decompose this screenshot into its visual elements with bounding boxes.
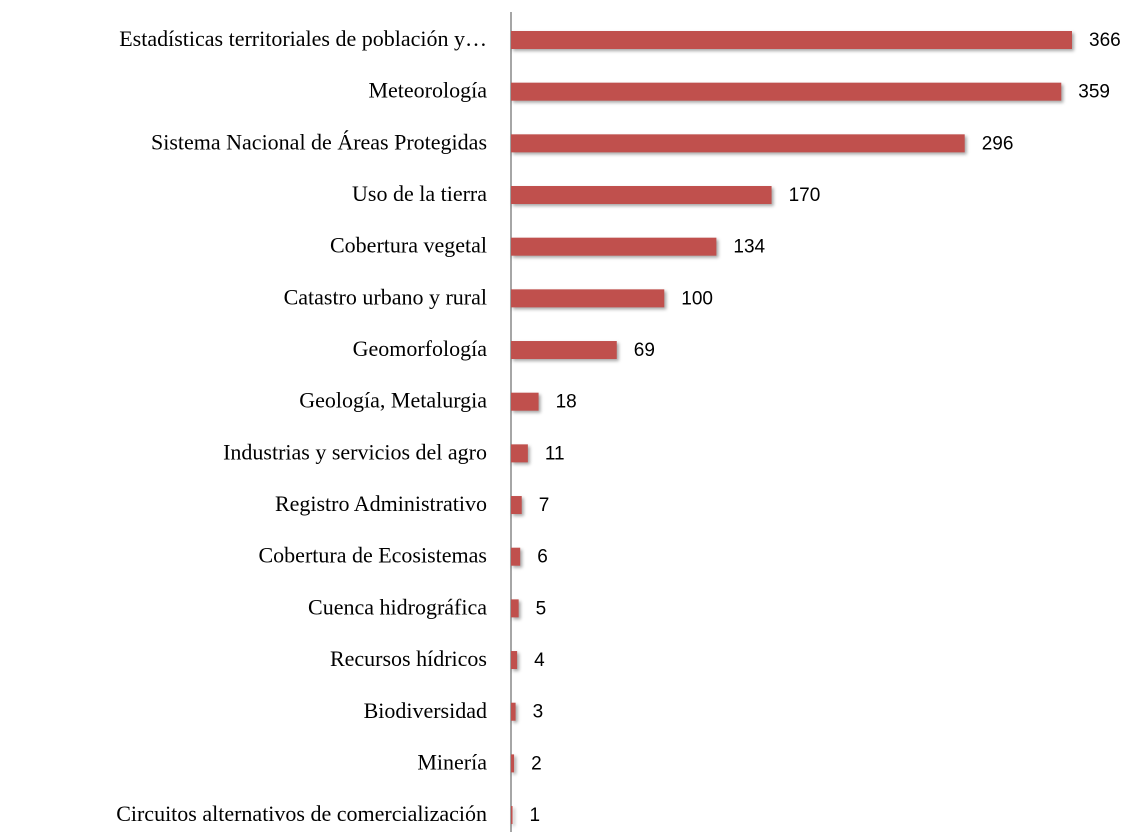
category-label: Cuenca hidrográfica <box>308 594 487 619</box>
bar <box>511 806 513 825</box>
category-label: Registro Administrativo <box>275 491 487 516</box>
value-label: 100 <box>681 288 713 309</box>
value-label: 170 <box>789 185 821 206</box>
category-label: Uso de la tierra <box>352 181 487 206</box>
bar <box>511 702 516 721</box>
bar <box>511 599 519 618</box>
category-label: Sistema Nacional de Áreas Protegidas <box>151 129 487 154</box>
bar <box>511 444 528 463</box>
category-label: Estadísticas territoriales de población … <box>119 26 487 51</box>
value-label: 296 <box>982 133 1014 154</box>
bar <box>511 341 617 360</box>
bar <box>511 392 539 411</box>
category-label: Biodiversidad <box>364 698 487 723</box>
value-label: 5 <box>536 598 547 619</box>
bar <box>511 289 665 308</box>
value-label: 1 <box>530 805 541 826</box>
value-label: 366 <box>1089 30 1121 51</box>
bar <box>511 186 772 205</box>
category-label: Catastro urbano y rural <box>284 284 487 309</box>
category-label: Geología, Metalurgia <box>299 388 487 413</box>
category-label: Cobertura vegetal <box>330 233 487 258</box>
bar <box>511 651 518 670</box>
bar <box>511 237 717 256</box>
value-label: 6 <box>537 547 548 568</box>
category-label: Industrias y servicios del agro <box>223 439 487 464</box>
category-label: Circuitos alternativos de comercializaci… <box>116 801 487 826</box>
bar <box>511 547 521 566</box>
bar <box>511 82 1062 101</box>
value-label: 69 <box>634 340 655 361</box>
value-label: 134 <box>733 237 765 258</box>
bar <box>511 496 522 515</box>
bar <box>511 31 1072 49</box>
category-label: Cobertura de Ecosistemas <box>259 543 488 568</box>
value-label: 3 <box>533 702 544 723</box>
category-label: Minería <box>417 749 487 774</box>
value-label: 7 <box>539 495 550 516</box>
category-label: Meteorología <box>368 78 487 103</box>
value-label: 4 <box>534 650 545 671</box>
value-label: 11 <box>545 443 565 464</box>
category-label: Geomorfología <box>353 336 488 361</box>
category-label: Recursos hídricos <box>330 646 487 671</box>
value-label: 2 <box>531 753 542 774</box>
bar <box>511 134 965 153</box>
value-label: 18 <box>556 392 577 413</box>
value-label: 359 <box>1078 82 1110 103</box>
bar <box>511 754 515 773</box>
